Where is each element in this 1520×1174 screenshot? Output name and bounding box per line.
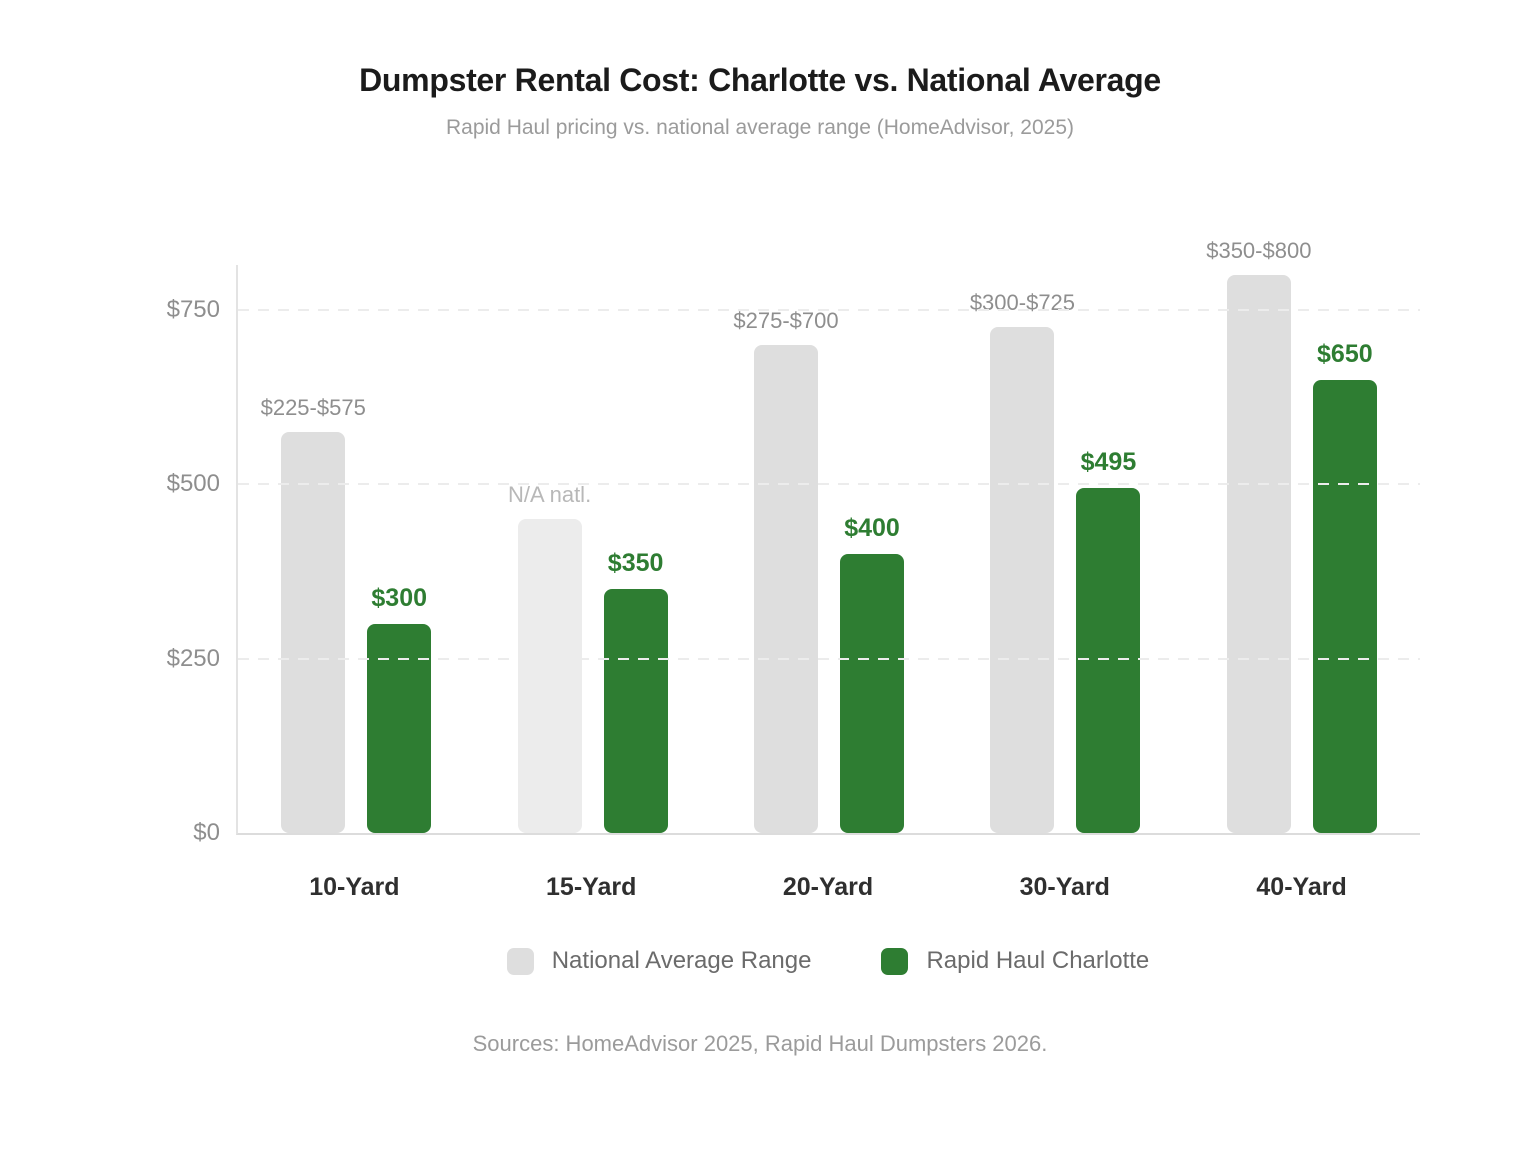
x-axis-labels: 10-Yard 15-Yard 20-Yard 30-Yard 40-Yard	[236, 873, 1420, 902]
rapid-haul-column-20-yard: $400	[840, 265, 905, 833]
legend: National Average Range Rapid Haul Charlot…	[236, 947, 1420, 975]
rapid-haul-value-label-40-yard: $650	[1317, 340, 1373, 368]
chart-subtitle: Rapid Haul pricing vs. national average …	[445, 116, 1074, 139]
bar-group-30-yard: $300-$725 $495	[947, 265, 1183, 833]
rapid-haul-value-label-20-yard: $400	[844, 514, 900, 542]
legend-item-national-average-range[interactable]: National Average Range	[506, 947, 812, 975]
x-label-40-yard: 40-Yard	[1256, 873, 1347, 901]
chart-region: $225-$575 $300 N/A natl. $350 $275-$700 $400 $…	[167, 240, 1420, 975]
rapid-haul-bar-10-yard	[367, 624, 432, 833]
national-average-bar-40-yard	[1226, 275, 1291, 833]
chart-page: Dumpster Rental Cost: Charlotte vs. Nati…	[0, 62, 1520, 1057]
national-average-bar-30-yard	[990, 327, 1055, 833]
bar-group-20-yard: $275-$700 $400	[711, 265, 947, 833]
rapid-haul-bar-15-yard	[603, 589, 668, 833]
rapid-haul-column-15-yard: $350	[603, 265, 668, 833]
national-average-column-40-yard: $350-$800	[1206, 240, 1311, 833]
plot-area-groups: $225-$575 $300 N/A natl. $350 $275-$700 $400 $…	[238, 240, 1420, 833]
rapid-haul-bar-40-yard	[1312, 380, 1377, 833]
national-average-column-30-yard: $300-$725	[970, 265, 1075, 833]
x-label-15-yard: 15-Yard	[546, 873, 637, 901]
rapid-haul-column-10-yard: $300	[367, 265, 432, 833]
rapid-haul-bar-30-yard	[1076, 488, 1141, 833]
x-label-30-yard: 30-Yard	[1019, 873, 1110, 901]
bar-group-10-yard: $225-$575 $300	[238, 265, 474, 833]
legend-label-rapid-haul-charlotte: Rapid Haul Charlotte	[926, 947, 1150, 974]
rapid-haul-value-label-15-yard: $350	[607, 549, 664, 577]
rapid-haul-column-40-yard: $650	[1312, 265, 1377, 833]
rapid-haul-value-label-30-yard: $495	[1080, 448, 1137, 476]
y-tick-0: $0	[193, 819, 220, 846]
bar-group-15-yard: N/A natl. $350	[474, 265, 710, 833]
national-average-column-10-yard: $225-$575	[261, 265, 366, 833]
rapid-haul-bar-20-yard	[840, 554, 905, 833]
x-label-20-yard: 20-Yard	[782, 873, 874, 901]
y-tick-250: $250	[166, 645, 220, 672]
national-range-label-10-yard: $225-$575	[260, 395, 366, 420]
bar-group-40-yard: $350-$800 $650	[1184, 240, 1420, 833]
legend-swatch-national-average-range	[506, 947, 534, 975]
national-average-bar-20-yard	[754, 345, 819, 833]
national-range-label-20-yard: $275-$700	[733, 308, 839, 333]
legend-label-national-average-range: National Average Range	[551, 947, 812, 974]
chart-title: Dumpster Rental Cost: Charlotte vs. Nati…	[359, 62, 1161, 98]
x-label-10-yard: 10-Yard	[309, 873, 400, 901]
rapid-haul-value-label-10-yard: $300	[371, 584, 428, 612]
national-average-column-15-yard: N/A natl.	[508, 265, 591, 833]
national-average-column-20-yard: $275-$700	[733, 265, 839, 833]
legend-item-rapid-haul-charlotte[interactable]: Rapid Haul Charlotte	[881, 947, 1149, 975]
source-note: Sources: HomeAdvisor 2025, Rapid Haul Du…	[472, 1031, 1048, 1056]
national-range-label-40-yard: $350-$800	[1206, 238, 1312, 263]
y-tick-500: $500	[166, 470, 220, 497]
legend-swatch-rapid-haul-charlotte	[881, 947, 909, 975]
plot-area: $225-$575 $300 N/A natl. $350 $275-$700 $400 $…	[167, 240, 1420, 846]
national-average-bar-10-yard	[281, 432, 346, 833]
national-range-label-30-yard: $300-$725	[969, 290, 1076, 315]
national-average-bar-15-yard	[517, 519, 582, 833]
national-range-label-15-yard: N/A natl.	[508, 482, 592, 507]
y-tick-750: $750	[166, 296, 220, 323]
rapid-haul-column-30-yard: $495	[1076, 265, 1141, 833]
